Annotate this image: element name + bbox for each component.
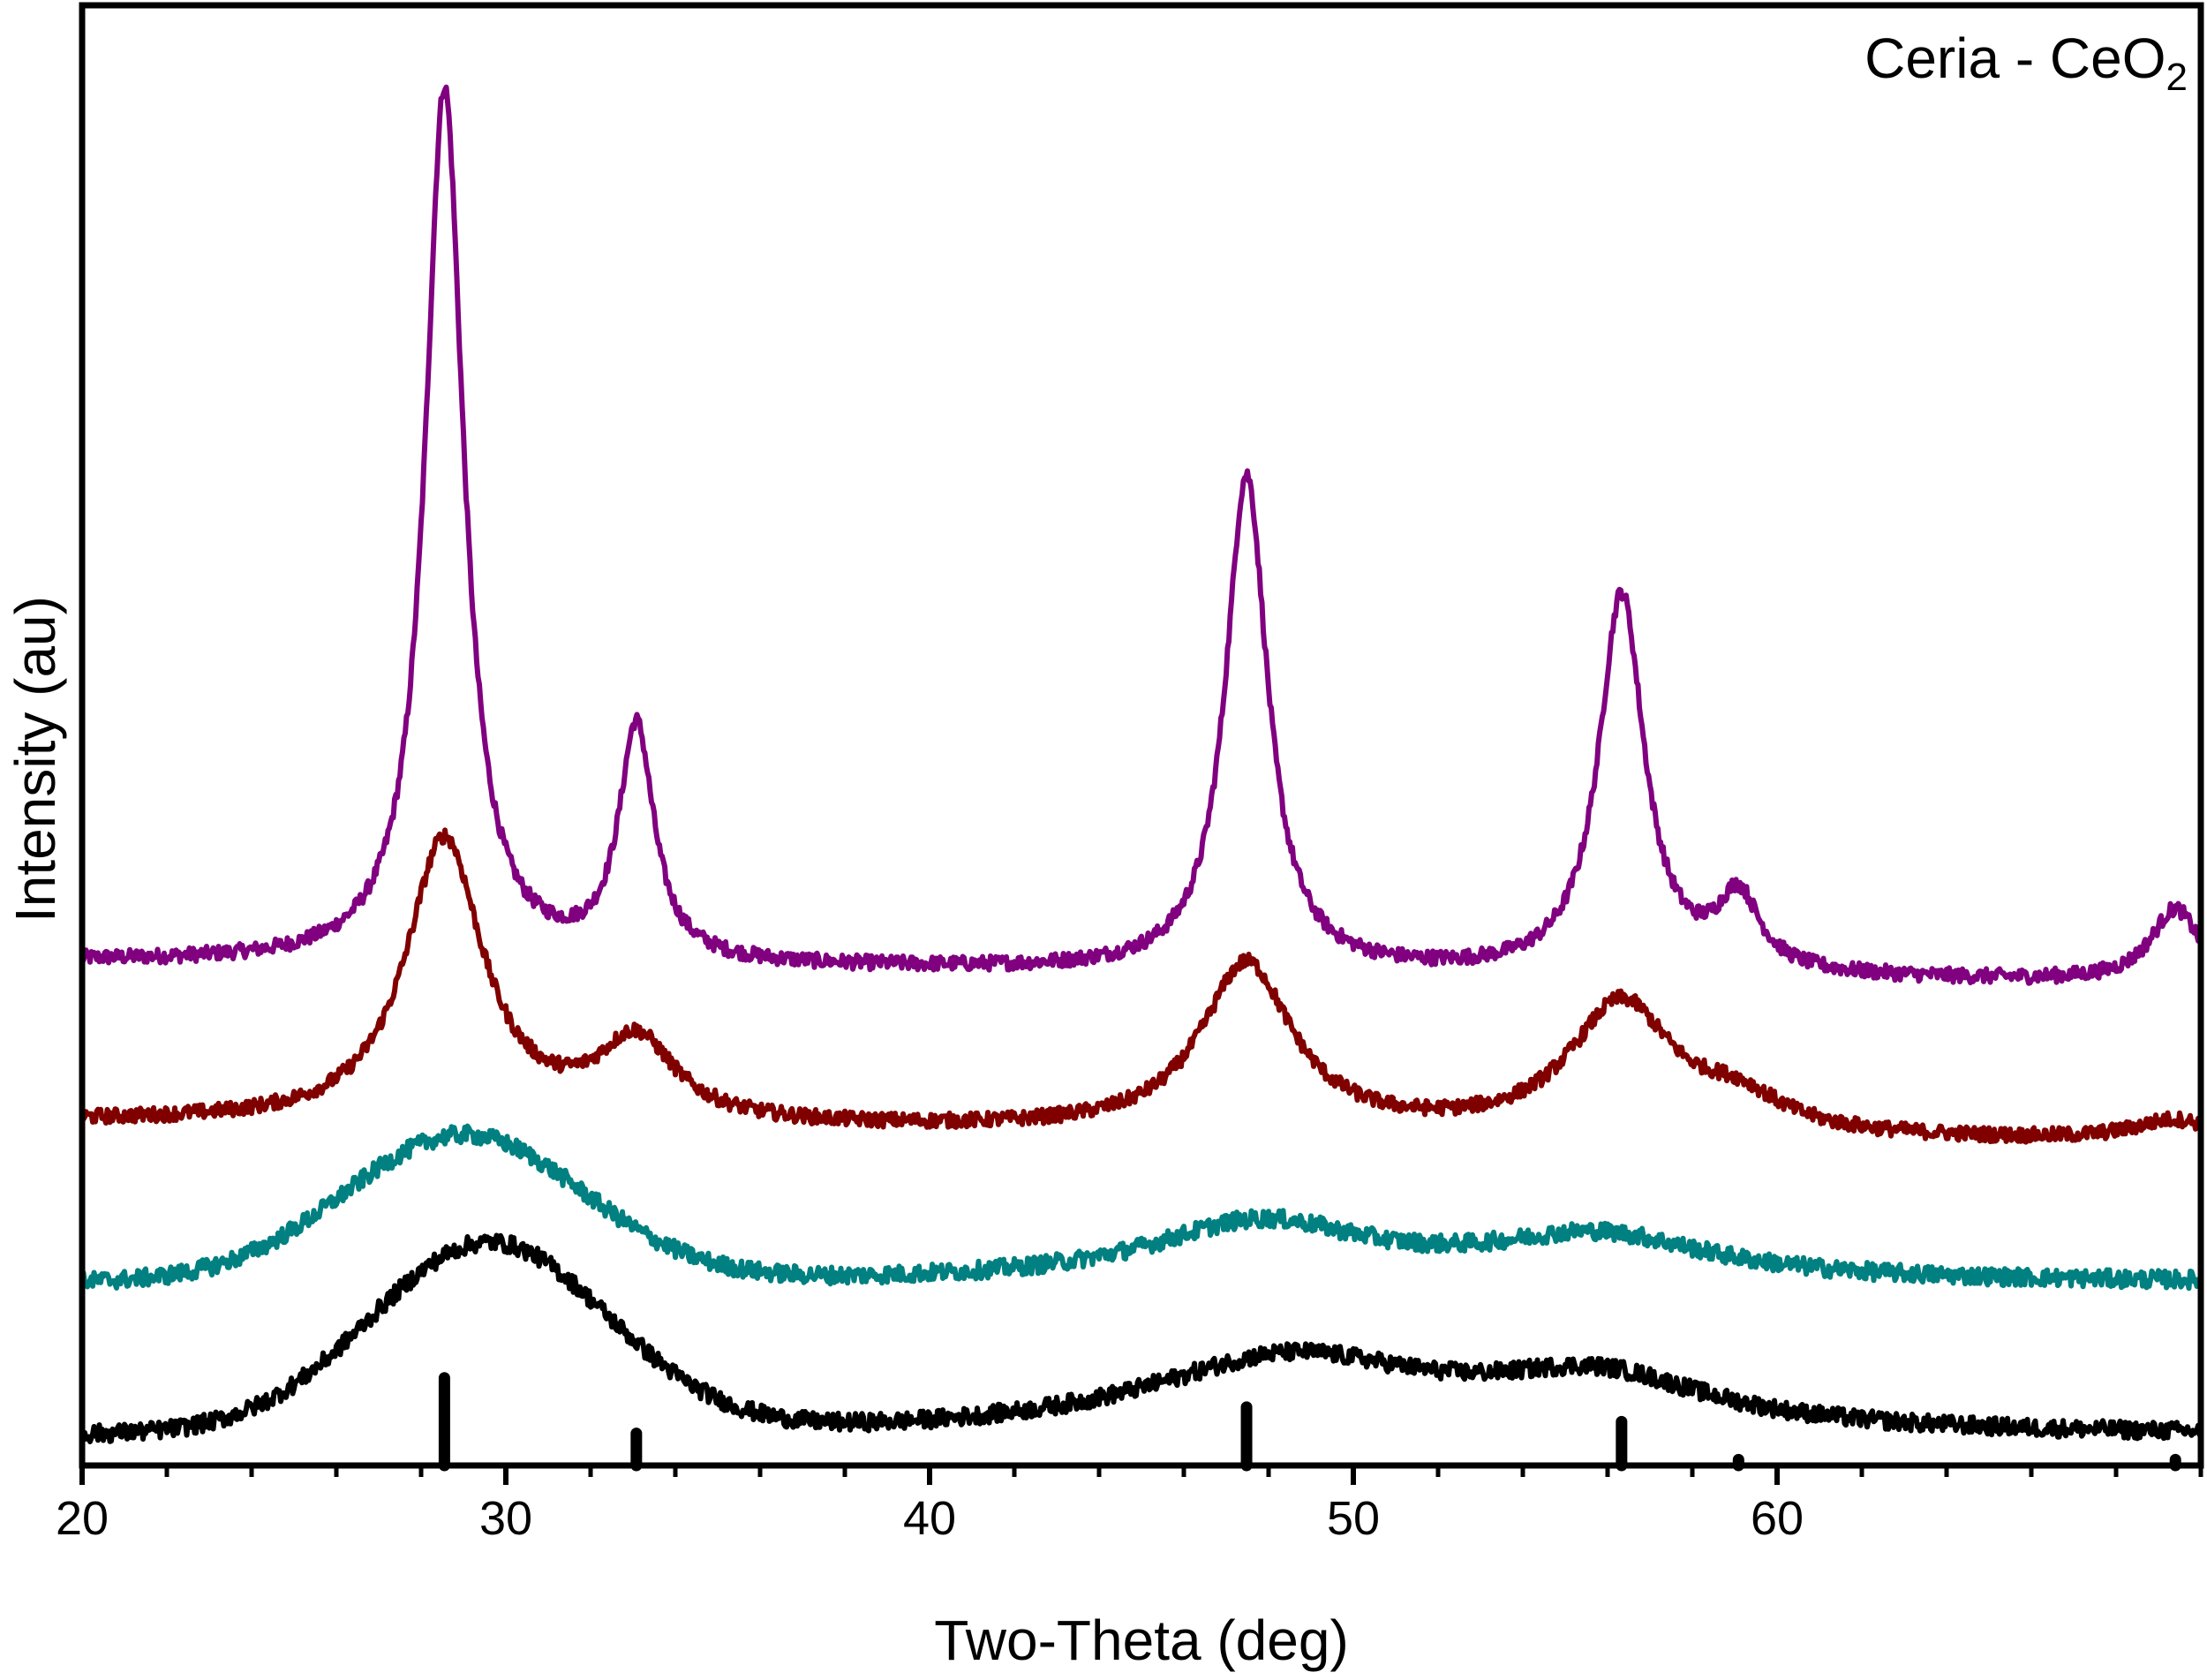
- chart-annotation: Ceria - CeO2: [1864, 26, 2188, 99]
- plot-frame: [79, 2, 2204, 1469]
- x-tick-label: 30: [479, 1492, 532, 1545]
- x-axis-title: Two-Theta (deg): [934, 1608, 1349, 1672]
- series-line-3: [79, 1123, 2203, 1292]
- y-axis-title: Intensity (au): [4, 596, 67, 923]
- x-tick-label: 20: [56, 1492, 109, 1545]
- series-line-4: [79, 1232, 2203, 1444]
- x-tick-label: 40: [903, 1492, 956, 1545]
- x-axis-tick-labels: 20 30 40 50 60: [56, 1492, 1804, 1545]
- x-tick-label: 60: [1751, 1492, 1804, 1545]
- annotation-subscript: 2: [2166, 56, 2188, 99]
- x-tick-label: 50: [1327, 1492, 1380, 1545]
- annotation-main: Ceria - CeO: [1864, 26, 2166, 90]
- series-line-2: [79, 827, 2203, 1145]
- x-axis-ticks: [79, 1465, 2203, 1485]
- series-line-1: [79, 84, 2203, 986]
- plot-series-group: [79, 84, 2203, 1444]
